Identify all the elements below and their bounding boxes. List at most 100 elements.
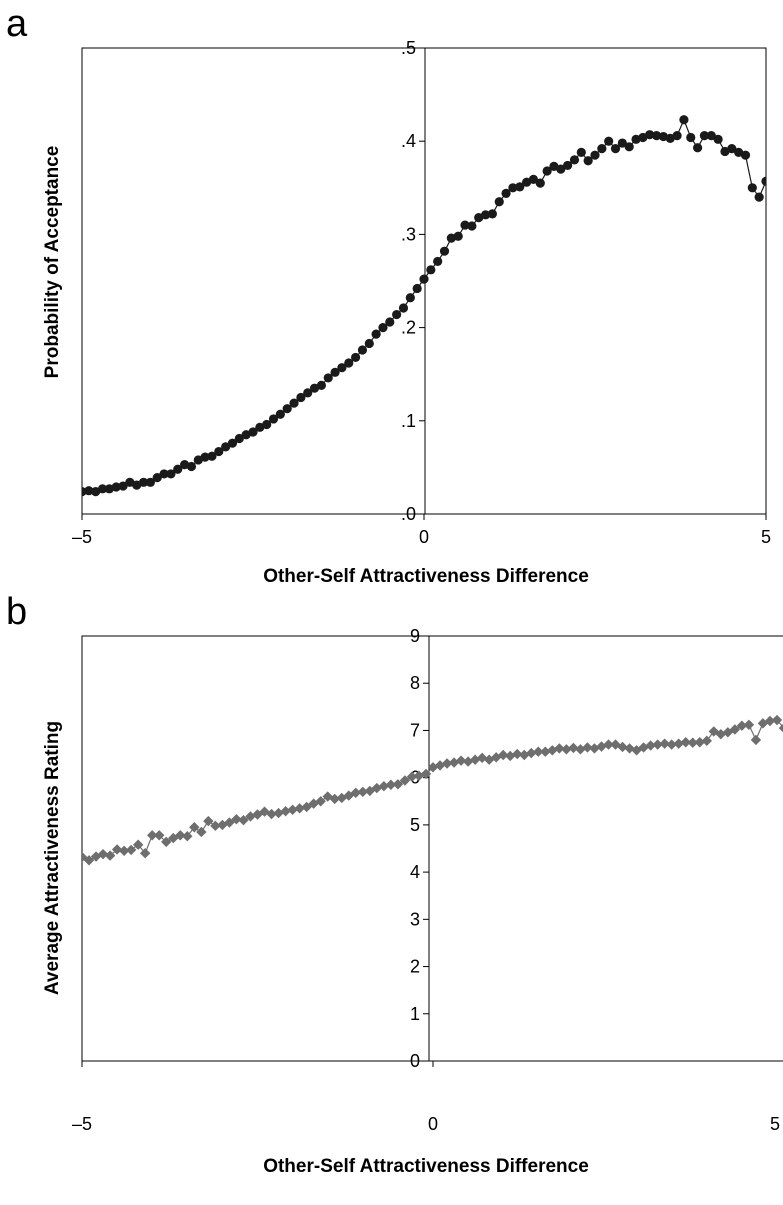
panel-b-data-point xyxy=(631,745,642,756)
panel-b-data-point xyxy=(196,826,207,838)
panel-b-data-point xyxy=(231,814,242,825)
panel-a-data-point xyxy=(501,188,511,198)
panel-b-data-point xyxy=(132,839,144,850)
panel-b-data-point xyxy=(378,780,390,792)
panel-a-data-point xyxy=(508,183,518,193)
panel-a-data-point xyxy=(275,409,285,419)
panel-b-data-point xyxy=(111,844,123,855)
panel-b-data-point xyxy=(161,836,172,848)
panel-a-data-point xyxy=(645,130,655,140)
panel-b-y-tick-label: 1 xyxy=(410,1004,420,1024)
panel-a-data-point xyxy=(467,221,477,231)
panel-a-data-point xyxy=(761,176,766,186)
panel-b-data-point xyxy=(287,804,298,815)
panel-a-data-point xyxy=(364,338,374,349)
panel-b-data-point xyxy=(97,848,109,860)
panel-a-y-tick-label: .5 xyxy=(401,38,416,58)
panel-b-data-point xyxy=(750,734,762,746)
panel-a-data-point xyxy=(672,131,682,141)
panel-a-label: a xyxy=(6,3,28,45)
panel-b-data-point xyxy=(498,749,509,761)
panel-a-data-point xyxy=(385,317,395,327)
panel-b-data-point xyxy=(83,855,95,866)
panel-a-data-point xyxy=(357,345,368,355)
panel-a-data-point xyxy=(186,461,197,472)
panel-b-data-point xyxy=(708,726,719,737)
panel-a-data-point xyxy=(754,192,764,202)
panel-a-data-point xyxy=(84,486,94,496)
panel-a-data-point xyxy=(604,136,614,146)
panel-a-data-point xyxy=(515,182,525,192)
panel-a-data-point xyxy=(227,438,238,448)
panel-a-data-point xyxy=(624,142,634,152)
panel-a-data-point xyxy=(330,367,340,377)
panel-a-data-point xyxy=(392,309,402,320)
panel-a-data-point xyxy=(426,265,436,275)
panel-a-data-point xyxy=(344,358,354,368)
panel-a-data-point xyxy=(679,115,689,125)
panel-a-data-point xyxy=(214,446,224,457)
panel-b-data-point xyxy=(364,785,376,797)
panel-b-data-point xyxy=(757,718,769,729)
panel-b-data-point xyxy=(715,729,727,740)
panel-b-data-point xyxy=(652,739,663,750)
panel-a-data-point xyxy=(221,442,231,452)
panel-b-data-point xyxy=(420,768,432,780)
panel-b-y-tick-label: 9 xyxy=(410,626,420,646)
panel-a-data-point xyxy=(617,138,627,148)
panel-b-data-point xyxy=(434,760,446,771)
panel-a-series xyxy=(82,115,766,497)
panel-b-data-point xyxy=(666,739,677,750)
panel-a-series-line xyxy=(82,118,766,493)
panel-a-data-point xyxy=(686,132,696,143)
panel-a-data-point xyxy=(378,323,388,333)
panel-b-data-point xyxy=(189,822,200,833)
panel-b-data-point xyxy=(701,735,712,747)
panel-a-data-point xyxy=(412,283,422,294)
panel-b-data-point xyxy=(617,741,628,753)
panel-b-plot-frame xyxy=(81,635,783,1062)
panel-a-data-point xyxy=(207,451,217,461)
panel-a-x-tick-label: 0 xyxy=(419,527,429,547)
panel-b-data-point xyxy=(413,770,425,781)
panel-b-data-point xyxy=(217,819,228,831)
panel-a-y-ticks: .0 .1 .2 .3 .4 .5 xyxy=(401,38,425,524)
panel-b-data-point xyxy=(645,740,656,751)
panel-a-data-point xyxy=(480,210,491,220)
panel-b-data-point xyxy=(610,739,621,750)
panel-a-data-point xyxy=(138,477,149,487)
panel-b-data-point xyxy=(540,746,551,757)
panel-b-data-point xyxy=(771,714,783,726)
panel-a-data-point xyxy=(405,293,415,303)
panel-a-data-point xyxy=(576,147,586,157)
panel-a-data-point xyxy=(699,131,710,141)
panel-a-y-tick-label: .3 xyxy=(401,224,416,244)
panel-b-data-point xyxy=(561,744,572,755)
panel-b-data-point xyxy=(764,715,776,727)
panel-b-y-tick-label: 2 xyxy=(410,957,420,977)
panel-a-data-point xyxy=(433,256,443,267)
panel-b-data-point xyxy=(104,850,116,861)
panel-b-data-point xyxy=(329,793,340,805)
panel-a-data-point xyxy=(316,380,326,390)
panel-b-x-axis-title: Other-Self Attractiveness Difference xyxy=(263,1156,589,1177)
panel-a-y-tick-label: .0 xyxy=(401,504,416,524)
panel-a-data-point xyxy=(590,150,600,160)
panel-b-data-point xyxy=(778,723,783,733)
panel-a-y-tick-label: .2 xyxy=(401,318,416,338)
panel-b-data-point xyxy=(554,743,565,754)
panel-b-y-tick-label: 5 xyxy=(410,815,420,835)
panel-a-data-point xyxy=(248,427,258,437)
panel-a-data-point xyxy=(651,131,662,141)
panel-b-series xyxy=(82,714,783,866)
panel-a-data-point xyxy=(303,388,313,398)
panel-a-data-point xyxy=(200,452,210,462)
panel-a-data-point xyxy=(583,156,593,166)
panel-b-data-point xyxy=(139,848,151,859)
panel-b-data-point xyxy=(280,805,291,817)
panel-b-x-tick-label: –5 xyxy=(72,1114,92,1134)
panel-a-data-point xyxy=(439,246,450,256)
panel-b-data-point xyxy=(175,830,186,841)
panel-a-x-axis-title: Other-Self Attractiveness Difference xyxy=(263,566,589,587)
panel-b-data-point xyxy=(526,747,537,759)
